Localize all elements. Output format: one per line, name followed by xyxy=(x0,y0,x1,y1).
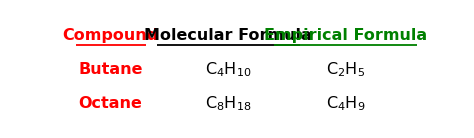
Text: C$_{4}$H$_{10}$: C$_{4}$H$_{10}$ xyxy=(205,60,252,79)
Text: Butane: Butane xyxy=(78,62,143,77)
Text: Compound: Compound xyxy=(63,28,159,43)
Text: C$_{8}$H$_{18}$: C$_{8}$H$_{18}$ xyxy=(205,94,252,113)
Text: Empirical Formula: Empirical Formula xyxy=(264,28,428,43)
Text: C$_{2}$H$_{5}$: C$_{2}$H$_{5}$ xyxy=(326,60,365,79)
Text: Molecular Formula: Molecular Formula xyxy=(145,28,312,43)
Text: Octane: Octane xyxy=(79,96,143,111)
Text: C$_{4}$H$_{9}$: C$_{4}$H$_{9}$ xyxy=(326,94,365,113)
